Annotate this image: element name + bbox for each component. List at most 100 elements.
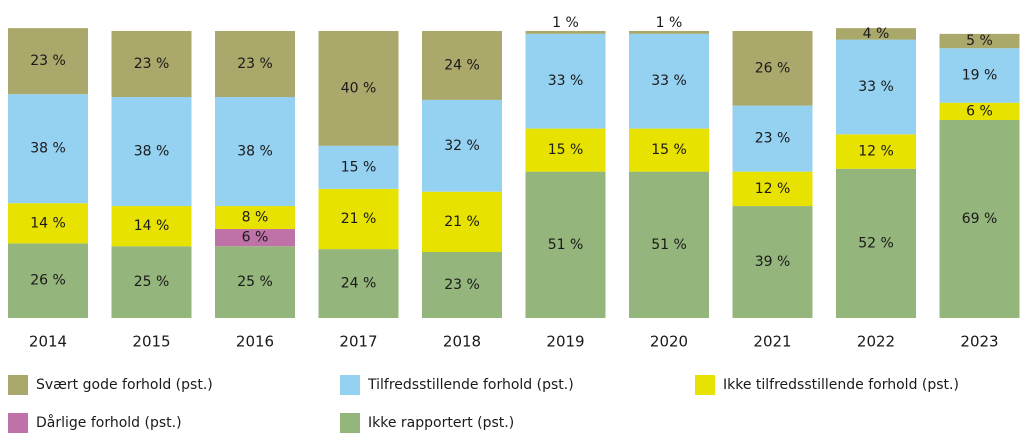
value-label: 23 %	[30, 53, 66, 69]
x-tick-label: 2022	[857, 333, 895, 351]
bar-segment	[8, 28, 88, 95]
bar-segment	[836, 134, 916, 169]
legend-swatch	[340, 375, 360, 395]
bar-segment	[525, 128, 606, 172]
legend-label: Ikke rapportert (pst.)	[368, 415, 514, 431]
value-label: 12 %	[858, 144, 894, 160]
value-label: 23 %	[237, 56, 273, 72]
x-tick-label: 2015	[132, 333, 170, 351]
x-tick-label: 2020	[650, 333, 688, 351]
bar-segment	[422, 251, 502, 318]
legend-label: Dårlige forhold (pst.)	[36, 414, 182, 431]
value-label: 23 %	[134, 56, 170, 72]
bar-segment	[732, 206, 813, 318]
value-label: 15 %	[548, 142, 584, 158]
value-label: 23 %	[444, 277, 480, 293]
value-label: 12 %	[755, 181, 791, 197]
legend-swatch	[340, 413, 360, 433]
bar-segment	[939, 102, 1020, 120]
value-label: 1 %	[552, 15, 579, 31]
bar-segment	[215, 229, 295, 247]
value-label: 14 %	[30, 215, 66, 231]
value-label: 15 %	[341, 159, 377, 175]
legend-swatch	[695, 375, 715, 395]
bar-segment	[111, 206, 192, 247]
value-label: 21 %	[341, 211, 377, 227]
legend-swatch	[8, 375, 28, 395]
bar-segment	[525, 31, 606, 34]
bar-segment	[111, 246, 192, 318]
value-label: 51 %	[548, 237, 584, 253]
bar-segment	[215, 97, 295, 207]
value-label: 51 %	[651, 237, 687, 253]
value-label: 1 %	[656, 15, 683, 31]
value-label: 8 %	[242, 210, 269, 226]
x-tick-label: 2017	[339, 333, 377, 351]
value-label: 23 %	[755, 131, 791, 147]
value-label: 6 %	[966, 103, 993, 119]
bar-segment	[8, 243, 88, 318]
bar-segment	[732, 31, 813, 106]
legend-swatch	[8, 413, 28, 433]
bar-segment	[422, 191, 502, 252]
value-label: 21 %	[444, 214, 480, 230]
bar-segment	[318, 188, 399, 250]
bar-segment	[318, 31, 399, 146]
value-label: 26 %	[755, 60, 791, 76]
legend-label: Ikke tilfredsstillende forhold (pst.)	[723, 377, 959, 393]
bar-segment	[836, 39, 916, 135]
bar-segment	[629, 31, 709, 34]
bar-segment	[215, 246, 295, 318]
x-tick-label: 2018	[443, 333, 481, 351]
x-tick-label: 2019	[546, 333, 584, 351]
x-tick-label: 2014	[29, 333, 67, 351]
bar-segment	[422, 99, 502, 192]
value-label: 15 %	[651, 142, 687, 158]
bar-segment	[836, 168, 916, 318]
bar-segment	[318, 145, 399, 189]
bar-segment	[111, 97, 192, 207]
value-label: 6 %	[242, 230, 269, 246]
bar-segment	[939, 119, 1020, 318]
bar-segment	[939, 33, 1020, 49]
legend-label: Tilfredsstillende forhold (pst.)	[367, 377, 574, 393]
x-tick-label: 2016	[236, 333, 274, 351]
bar-segment	[525, 33, 606, 129]
bar-segment	[525, 171, 606, 318]
value-label: 52 %	[858, 235, 894, 251]
bar-segment	[732, 171, 813, 207]
value-label: 38 %	[134, 144, 170, 160]
bar-segment	[215, 31, 295, 98]
bar-segment	[629, 128, 709, 172]
value-label: 25 %	[237, 274, 273, 290]
value-label: 69 %	[962, 211, 998, 227]
value-label: 33 %	[651, 73, 687, 89]
x-tick-label: 2021	[753, 333, 791, 351]
bar-segment	[422, 31, 502, 100]
bar-segment	[732, 105, 813, 172]
value-label: 5 %	[966, 33, 993, 49]
value-label: 38 %	[237, 144, 273, 160]
value-label: 14 %	[134, 218, 170, 234]
value-label: 4 %	[863, 26, 890, 42]
value-label: 40 %	[341, 80, 377, 96]
value-label: 39 %	[755, 254, 791, 270]
bar-segment	[8, 203, 88, 244]
bar-segment	[8, 94, 88, 204]
value-label: 32 %	[444, 138, 480, 154]
value-label: 38 %	[30, 141, 66, 157]
value-label: 19 %	[962, 67, 998, 83]
value-label: 24 %	[444, 57, 480, 73]
bar-segment	[215, 206, 295, 230]
value-label: 24 %	[341, 276, 377, 292]
bar-segment	[629, 171, 709, 318]
value-label: 33 %	[548, 73, 584, 89]
bar-segment	[318, 249, 399, 318]
bar-segment	[836, 28, 916, 40]
x-tick-label: 2023	[960, 333, 998, 351]
value-label: 33 %	[858, 79, 894, 95]
legend-label: Svært gode forhold (pst.)	[36, 377, 213, 393]
bar-segment	[939, 48, 1020, 103]
value-label: 25 %	[134, 274, 170, 290]
